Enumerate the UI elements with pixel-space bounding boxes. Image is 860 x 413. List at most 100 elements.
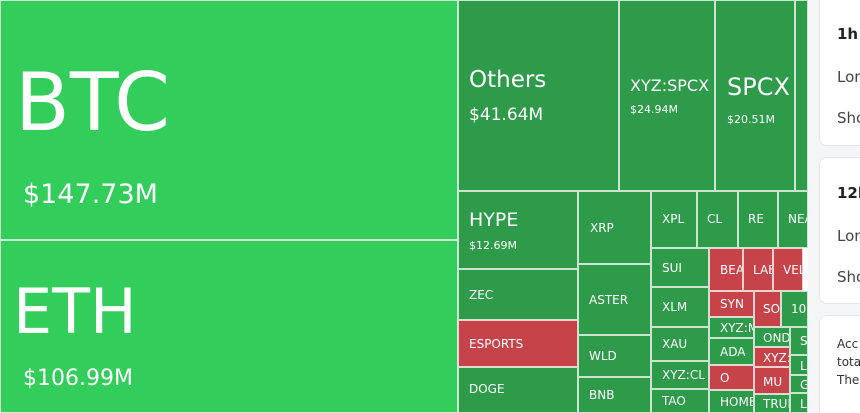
tile-xlm[interactable]: XLM [651,287,709,327]
tile-name: MU [763,375,783,389]
tile-wld[interactable]: WLD [578,335,651,377]
tile-name: XAU [662,337,688,351]
tile-name: HYPE [469,209,519,231]
tile-s[interactable]: S $ [795,0,808,191]
tile-name: RE [748,212,764,226]
tile-xau[interactable]: XAU [651,327,709,361]
tile-aster[interactable]: ASTER [578,264,651,335]
tile-btc[interactable]: BTC $147.73M [0,0,458,240]
tile-l[interactable]: L [790,355,808,375]
note-line-3: The [837,373,860,387]
tile-name: O [720,371,730,385]
tile-ond[interactable]: OND [754,327,790,347]
tile-name: BEA [720,263,743,277]
tile-value: $20.51M [727,113,775,126]
tile-name: ADA [720,345,746,359]
tile-name: TAO [662,394,686,408]
tile-value: $12.69M [469,239,517,252]
tile-value: $41.64M [469,105,544,125]
liquidation-treemap: BTC $147.73M ETH $106.99M Others $41.64M… [0,0,808,413]
tile-name: SO [763,302,781,316]
tile-name: SPCX [727,73,790,101]
tile-spcx[interactable]: SPCX $20.51M [715,0,795,191]
tile-value: $ [806,104,807,115]
tile-tao[interactable]: TAO [651,389,709,413]
tile-name: XYZ: [763,351,790,365]
tile-g[interactable]: G [790,375,808,393]
summary-card-1h: 1h Lon Sho [819,0,860,146]
tile-l-bottom[interactable]: L [790,393,808,413]
tile-lab[interactable]: LAB [743,248,773,291]
tile-name: HOME [720,395,754,409]
tile-value: $147.73M [23,179,158,210]
tile-name: L [800,359,807,373]
tile-zec[interactable]: ZEC [458,269,578,320]
card-title: 12h [837,184,860,202]
summary-card-12h: 12h Lon Sho [819,157,860,304]
tile-name: ETH [13,275,137,348]
tile-name: S [800,334,808,348]
tile-others[interactable]: Others $41.64M [458,0,619,191]
note-line-2: tota [837,355,860,369]
tile-re[interactable]: RE [738,191,778,248]
tile-hype[interactable]: HYPE $12.69M [458,191,578,269]
tile-name: DOGE [469,382,505,396]
tile-name: NEA [788,212,807,226]
tile-name: CL [707,212,723,226]
tile-home[interactable]: HOME [709,390,754,413]
tile-name: S [806,75,807,99]
tile-name: Others [469,67,547,93]
tile-name: XRP [590,221,614,235]
tile-name: OND [763,331,790,345]
tile-value: $24.94M [630,103,678,116]
tile-eth[interactable]: ETH $106.99M [0,240,458,413]
tile-doge[interactable]: DOGE [458,367,578,413]
tile-name: WLD [589,349,617,363]
tile-s-small[interactable]: S [790,327,808,355]
tile-name: 100 [791,302,807,316]
tile-esports[interactable]: ESPORTS [458,320,578,367]
tile-xyz-m[interactable]: XYZ:M [709,317,754,338]
tile-xyz-red[interactable]: XYZ: [754,347,790,367]
tile-bnb[interactable]: BNB [578,377,651,413]
tile-name: XPL [662,212,685,226]
tile-xyz-spcx[interactable]: XYZ:SPCX $24.94M [619,0,715,191]
tile-xyz-cl[interactable]: XYZ:CL [651,361,709,389]
tile-mu[interactable]: MU [754,367,790,394]
tile-name: TRUM [763,397,789,411]
tile-value: $106.99M [23,366,133,391]
tile-name: VEL [783,263,802,277]
note-line-1: Acc [837,337,859,351]
tile-name: XYZ:M [720,321,753,335]
tile-xpl[interactable]: XPL [651,191,697,248]
tile-name: LAB [753,263,772,277]
tile-name: XYZ:CL [662,368,705,382]
card-title: 1h [837,25,859,43]
tile-name: ASTER [589,293,629,307]
card-short-label: Sho [837,109,860,127]
tile-nea[interactable]: NEA [778,191,808,248]
tile-xrp[interactable]: XRP [578,191,651,264]
tile-name: BTC [15,56,170,149]
card-long-label: Lon [837,68,860,86]
tile-ada[interactable]: ADA [709,338,754,365]
tile-100[interactable]: 100 [781,291,808,327]
tile-name: L [800,397,807,411]
tile-name: XLM [662,300,688,314]
tile-name: G [800,379,807,391]
tile-o[interactable]: O [709,365,754,390]
tile-name: ESPORTS [469,337,524,351]
tile-vel[interactable]: VEL [773,248,803,291]
summary-note-card: Acc tota The [819,315,860,413]
tile-bea[interactable]: BEA [709,248,743,291]
tile-cl[interactable]: CL [697,191,738,248]
tile-name: SYN [720,297,744,311]
card-short-label: Sho [837,268,860,286]
tile-name: ZEC [469,288,494,302]
liquidation-summary-sidebar: 1h Lon Sho 12h Lon Sho Acc tota The [808,0,860,413]
tile-syn[interactable]: SYN [709,291,754,317]
tile-so[interactable]: SO [754,291,781,327]
tile-trum[interactable]: TRUM [754,394,790,413]
tile-name: XYZ:SPCX [630,76,710,95]
tile-sui[interactable]: SUI [651,248,709,287]
